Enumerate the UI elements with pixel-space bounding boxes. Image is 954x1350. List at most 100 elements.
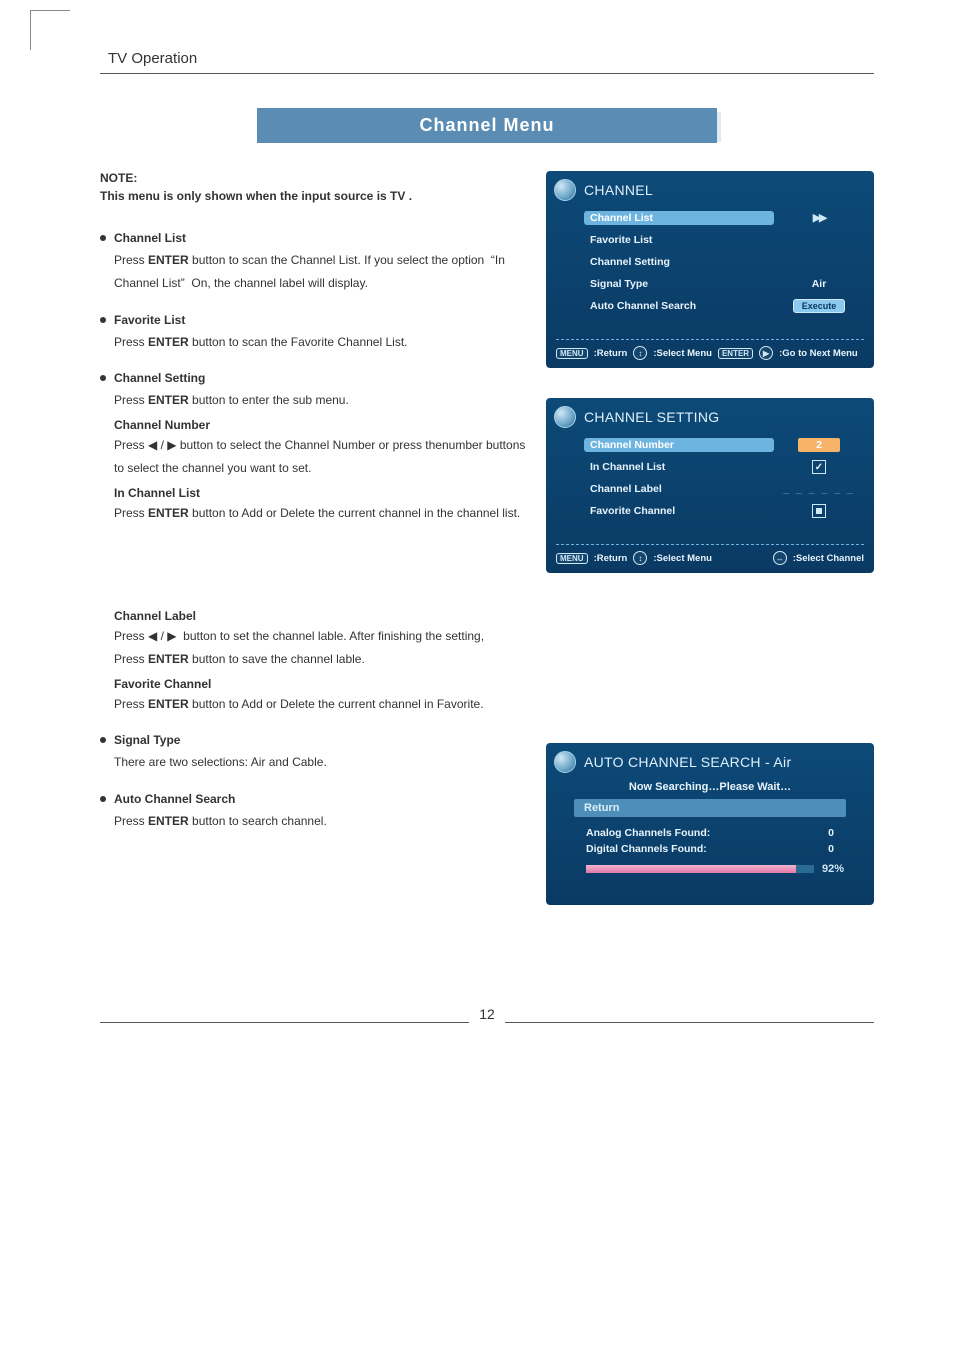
osd-row[interactable]: Channel Label _ _ _ _ _ _	[584, 478, 864, 500]
osd-title: CHANNEL	[584, 182, 653, 198]
page-footer: 12	[100, 1014, 874, 1030]
arrow-icon: ▶▶	[813, 212, 825, 224]
globe-icon	[554, 406, 576, 428]
osd-row[interactable]: Channel Setting	[584, 251, 864, 273]
header-rule	[100, 73, 874, 74]
osd-row-label: Channel Number	[590, 439, 674, 451]
progress-bar	[586, 865, 814, 873]
osd-separator	[556, 339, 864, 340]
globe-icon	[554, 751, 576, 773]
footer-text: :Return	[594, 348, 628, 359]
item-title: Channel Setting	[114, 371, 205, 385]
note-text: This menu is only shown when the input s…	[100, 189, 526, 203]
sub-body: Press ENTER button to Add or Delete the …	[100, 693, 874, 716]
osd-channel-setting-panel: CHANNEL SETTING Channel Number 2 In Chan…	[546, 398, 874, 573]
digital-label: Digital Channels Found:	[586, 843, 707, 855]
digital-value: 0	[828, 843, 834, 855]
analog-value: 0	[828, 827, 834, 839]
item-body: There are two selections: Air and Cable.	[100, 751, 526, 774]
globe-icon	[554, 179, 576, 201]
channel-number-value: 2	[798, 438, 840, 452]
osd-auto-search-panel: AUTO CHANNEL SEARCH - Air Now Searching……	[546, 743, 874, 905]
bullet-icon	[100, 235, 106, 241]
digital-count-row: Digital Channels Found: 0	[546, 841, 874, 857]
osd-row-selected[interactable]: Channel List ▶▶	[584, 207, 864, 229]
updown-key-icon: ↕	[633, 551, 647, 565]
bullet-icon	[100, 737, 106, 743]
osd-title: CHANNEL SETTING	[584, 409, 719, 425]
osd-row-label: Channel Setting	[590, 256, 670, 268]
crop-mark	[30, 10, 70, 50]
execute-pill[interactable]: Execute	[793, 299, 846, 313]
osd-row-selected[interactable]: Channel Number 2	[584, 434, 864, 456]
analog-label: Analog Channels Found:	[586, 827, 710, 839]
item-body: Press ENTER button to scan the Channel L…	[100, 249, 526, 295]
osd-row-label: Channel List	[590, 212, 653, 224]
sub-heading: Channel Label	[100, 609, 874, 623]
item-auto-search: Auto Channel Search Press ENTER button t…	[100, 792, 526, 833]
sub-body: Press ENTER button to save the channel l…	[100, 648, 874, 671]
enter-key-icon: ENTER	[718, 348, 753, 359]
item-signal-type: Signal Type There are two selections: Ai…	[100, 733, 526, 774]
label-placeholder: _ _ _ _ _ _	[783, 483, 855, 495]
osd-row-label: In Channel List	[590, 461, 665, 473]
menu-key-icon: MENU	[556, 348, 588, 359]
banner: Channel Menu	[257, 108, 717, 143]
osd-footer: MENU :Return ↕ :Select Menu ↔ :Select Ch…	[546, 551, 874, 565]
right-key-icon: ▶	[759, 346, 773, 360]
item-title: Signal Type	[114, 733, 180, 747]
item-title: Auto Channel Search	[114, 792, 235, 806]
search-status: Now Searching…Please Wait…	[546, 779, 874, 799]
osd-row[interactable]: In Channel List ✓	[584, 456, 864, 478]
item-title: Channel List	[114, 231, 186, 245]
item-channel-list: Channel List Press ENTER button to scan …	[100, 231, 526, 295]
osd-row[interactable]: Auto Channel Search Execute	[584, 295, 864, 317]
osd-channel-panel: CHANNEL Channel List ▶▶ Favorite List Ch…	[546, 171, 874, 368]
osd-row-label: Auto Channel Search	[590, 300, 696, 312]
footer-text: :Return	[594, 553, 628, 564]
page-header: TV Operation	[100, 50, 874, 108]
item-body: Press ENTER button to enter the sub menu…	[100, 389, 526, 412]
osd-separator	[556, 544, 864, 545]
progress-percent: 92%	[822, 863, 844, 875]
sub-heading: Channel Number	[100, 418, 526, 432]
osd-footer: MENU :Return ↕ :Select Menu ENTER ▶ :Go …	[546, 346, 874, 360]
footer-text: :Select Menu	[653, 553, 712, 564]
sub-body: Press ENTER button to Add or Delete the …	[100, 502, 526, 525]
osd-row[interactable]: Favorite Channel	[584, 500, 864, 522]
osd-row[interactable]: Signal Type Air	[584, 273, 864, 295]
osd-row-value: Air	[774, 278, 864, 290]
checkbox-icon[interactable]: ✓	[812, 460, 826, 474]
osd-row[interactable]: Favorite List	[584, 229, 864, 251]
osd-row-label: Signal Type	[590, 278, 648, 290]
osd-row-label: Favorite List	[590, 234, 652, 246]
updown-key-icon: ↕	[633, 346, 647, 360]
sub-body: Press ◀ / ▶ button to select the Channel…	[100, 434, 526, 480]
banner-text: Channel Menu	[257, 108, 717, 143]
osd-title: AUTO CHANNEL SEARCH - Air	[584, 754, 791, 770]
item-favorite-list: Favorite List Press ENTER button to scan…	[100, 313, 526, 354]
sub-heading: Favorite Channel	[100, 677, 874, 691]
footer-text: :Select Menu	[653, 348, 712, 359]
progress-fill	[586, 865, 796, 873]
footer-text: :Select Channel	[793, 553, 864, 564]
sub-body: Press ◀ / ▶ button to set the channel la…	[100, 625, 874, 648]
return-bar[interactable]: Return	[574, 799, 846, 817]
sub-heading: In Channel List	[100, 486, 526, 500]
page-number: 12	[469, 1006, 505, 1022]
bullet-icon	[100, 796, 106, 802]
menu-key-icon: MENU	[556, 553, 588, 564]
note-label: NOTE:	[100, 171, 526, 185]
item-title: Favorite List	[114, 313, 185, 327]
footer-text: :Go to Next Menu	[779, 348, 858, 359]
analog-count-row: Analog Channels Found: 0	[546, 825, 874, 841]
item-channel-setting: Channel Setting Press ENTER button to en…	[100, 371, 526, 524]
bullet-icon	[100, 375, 106, 381]
bullet-icon	[100, 317, 106, 323]
osd-row-label: Channel Label	[590, 483, 662, 495]
stop-icon[interactable]	[812, 504, 826, 518]
osd-row-label: Favorite Channel	[590, 505, 675, 517]
section-title: TV Operation	[100, 50, 874, 67]
leftright-key-icon: ↔	[773, 551, 787, 565]
item-body: Press ENTER button to scan the Favorite …	[100, 331, 526, 354]
